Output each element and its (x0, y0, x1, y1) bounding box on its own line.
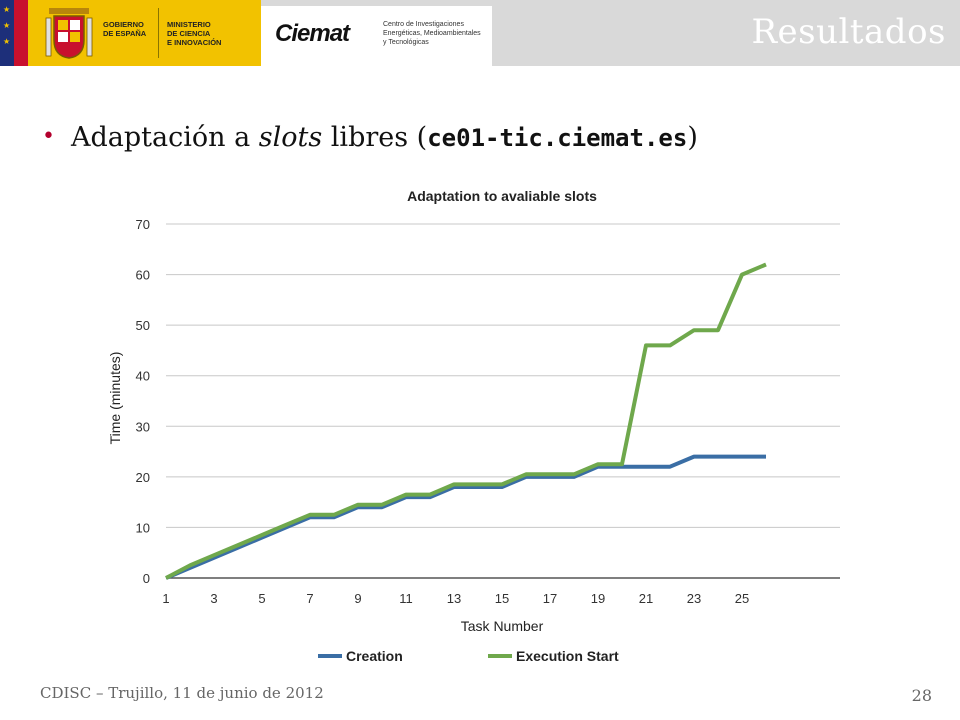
bullet-text-3: ) (687, 122, 698, 153)
footer-event: CDISC – Trujillo, 11 de junio de 2012 (40, 684, 324, 702)
x-tick-label: 1 (162, 591, 169, 606)
bullet-point: • Adaptación a slots libres (ce01-tic.cie… (42, 122, 698, 153)
eu-flag-strip: ★ ★ ★ (0, 0, 14, 66)
x-tick-label: 15 (495, 591, 509, 606)
gobierno-text: GOBIERNO DE ESPAÑA (103, 20, 147, 38)
x-tick-label: 23 (687, 591, 701, 606)
logo-divider (158, 8, 159, 58)
y-tick-label: 60 (136, 268, 150, 283)
bullet-text-1: Adaptación a (70, 122, 259, 153)
x-axis-label: Task Number (461, 618, 544, 634)
x-tick-label: 5 (258, 591, 265, 606)
bullet-hostname: ce01-tic.ciemat.es (427, 124, 688, 152)
chart-series (165, 262, 767, 580)
y-tick-label: 30 (136, 419, 150, 434)
chart-legend: Creation Execution Start (318, 648, 619, 664)
ciemat-logo: Ciemat Centro de Investigaciones Energét… (261, 6, 492, 66)
x-tick-label: 13 (447, 591, 461, 606)
y-tick-label: 0 (143, 571, 150, 586)
x-tick-label: 9 (354, 591, 361, 606)
x-tick-label: 19 (591, 591, 605, 606)
y-tick-label: 70 (136, 217, 150, 232)
x-tick-label: 3 (210, 591, 217, 606)
legend-label: Execution Start (516, 648, 619, 664)
x-tick-label: 21 (639, 591, 653, 606)
x-tick-label: 25 (735, 591, 749, 606)
line-chart: Adaptation to avaliable slots 0 10 20 30 40 5… (107, 188, 840, 664)
bullet-text-italic: slots (258, 122, 323, 153)
bullet-text-2: libres ( (322, 122, 428, 153)
x-tick-label: 7 (306, 591, 313, 606)
page-number: 28 (911, 686, 932, 705)
ciemat-wordmark: Ciemat (275, 20, 350, 47)
y-tick-label: 40 (136, 369, 150, 384)
series-line-execution-start (165, 262, 767, 580)
series-line-creation (165, 454, 766, 580)
header-band: ★ ★ ★ GOBIERNO DE ESPAÑA MINISTERIO DE C… (0, 0, 960, 66)
gobierno-logo: ★ ★ ★ GOBIERNO DE ESPAÑA MINISTERIO DE C… (0, 0, 261, 66)
y-tick-label: 50 (136, 318, 150, 333)
flag-red-strip (14, 0, 28, 66)
y-tick-label: 20 (136, 470, 150, 485)
legend-label: Creation (346, 648, 403, 664)
x-tick-label: 11 (399, 591, 413, 606)
x-axis-ticks: 1 3 5 7 9 11 13 15 17 19 21 23 25 (162, 591, 749, 606)
y-axis-label: Time (minutes) (107, 352, 123, 445)
ministerio-text: MINISTERIO DE CIENCIA E INNOVACIÓN (167, 20, 222, 47)
x-tick-label: 17 (543, 591, 557, 606)
bullet-icon: • (42, 124, 55, 149)
y-axis-ticks: 0 10 20 30 40 50 60 70 (136, 217, 150, 586)
coat-of-arms-icon (45, 8, 93, 59)
ciemat-description: Centro de Investigaciones Energéticas, M… (383, 21, 481, 46)
y-tick-label: 10 (136, 520, 150, 535)
slide-title: Resultados (751, 12, 946, 52)
chart-title: Adaptation to avaliable slots (407, 188, 597, 204)
